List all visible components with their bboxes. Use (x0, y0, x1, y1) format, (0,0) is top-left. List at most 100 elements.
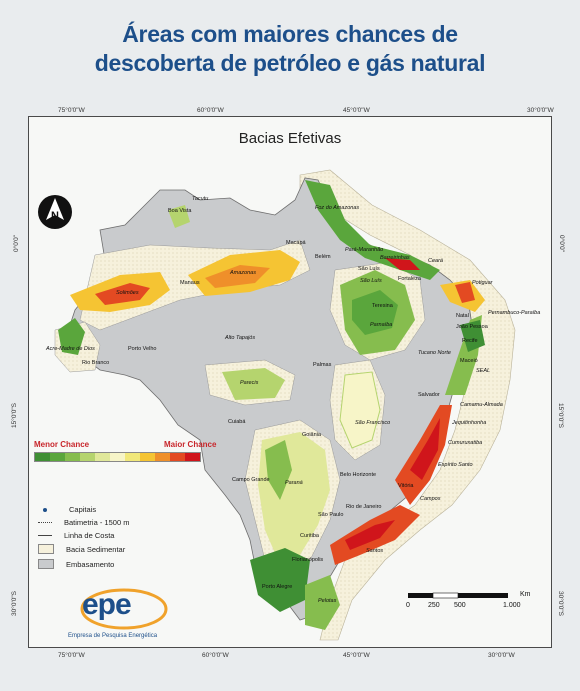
city-porto-velho: Porto Velho (128, 346, 157, 352)
city-porto-alegre: Porto Alegre (262, 584, 293, 590)
dotted-line-icon (38, 522, 52, 523)
acre-chance-area (58, 318, 85, 355)
legend-item-sedimentary: Bacia Sedimentar (38, 544, 125, 554)
basin-camamu: Camamu-Almada (460, 402, 503, 408)
basin-amazonas: Amazonas (230, 270, 256, 276)
campos-core (410, 418, 440, 480)
gray-swatch-icon (38, 559, 54, 569)
basin-ceara: Ceará (428, 258, 443, 264)
lon-tick-top-1: 75°0'0"W (58, 107, 85, 114)
legend-color-step (140, 453, 155, 461)
legend-item-label: Bacia Sedimentar (66, 544, 126, 554)
city-rio-branco: Rio Branco (82, 360, 110, 366)
basin-barreirinhas: Barreirinhas (380, 255, 410, 261)
basin-santos: Santos (366, 548, 384, 554)
santos-core (345, 520, 395, 550)
scale-label-1000: 1.000 (503, 602, 521, 609)
title-line-1: Áreas com maiores chances de (122, 21, 458, 47)
scale-label-0: 0 (406, 602, 410, 609)
city-goiania: Goiânia (302, 432, 321, 438)
basin-espirito-santo: Espírito Santo (438, 462, 473, 468)
city-rio-de-janeiro: Rio de Janeiro (346, 504, 382, 510)
city-recife: Recife (462, 338, 478, 344)
map-title: Bacias Efetivas (238, 130, 342, 147)
capital-dot-icon (43, 507, 47, 512)
basin-pernambuco: Pernambuco-Paraíba (488, 310, 541, 316)
logo-word: epe (82, 588, 132, 622)
amazonas-core (205, 265, 270, 288)
city-vitoria: Vitória (398, 483, 414, 489)
page-title: Áreas com maiores chances de descoberta … (0, 20, 580, 78)
logo-wordmark: epe (82, 588, 132, 621)
city-belem: Belém (315, 254, 331, 260)
legend-color-bar (34, 452, 201, 462)
legend-item-bathymetry: Batimetria - 1500 m (38, 518, 129, 527)
legend-item-basement: Embasamento (38, 559, 114, 569)
legend-color-step (50, 453, 65, 461)
city-campo-grande: Campo Grande (232, 477, 270, 483)
basin-cumuruxatiba: Cumuruxatiba (448, 440, 483, 446)
basin-sao-francisco: São Francisco (355, 420, 391, 426)
potiguar-core (455, 282, 475, 303)
scale-label-500: 500 (454, 602, 466, 609)
legend-color-step (95, 453, 110, 461)
lon-tick-bottom-4: 30°0'0"W (488, 652, 515, 659)
city-macapa: Macapá (286, 240, 306, 246)
epe-logo-icon (80, 588, 168, 630)
hatched-swatch-icon (38, 544, 54, 554)
lon-tick-top-4: 30°0'0"W (527, 107, 554, 114)
line-icon (38, 535, 52, 536)
lon-tick-top-3: 45°0'0"W (343, 107, 370, 114)
basin-jequitinhonha: Jequitinhonha (452, 420, 487, 426)
city-teresina: Teresina (372, 303, 393, 309)
scale-label-250: 250 (428, 602, 440, 609)
legend-color-step (185, 453, 200, 461)
title-line-2: descoberta de petróleo e gás natural (94, 50, 486, 76)
legend-color-step (170, 453, 185, 461)
basin-seal: SEAL (476, 368, 491, 374)
legend-color-step (35, 453, 50, 461)
legend-item-coastline: Linha de Costa (38, 531, 114, 540)
legend-item-capitals: Capitais (38, 505, 96, 514)
lon-tick-bottom-3: 45°0'0"W (343, 652, 370, 659)
basin-pelotas: Pelotas (318, 598, 337, 604)
basin-solimoes: Solimões (116, 290, 139, 296)
lon-tick-bottom-1: 75°0'0"W (58, 652, 85, 659)
city-palmas: Palmas (313, 362, 332, 368)
legend-color-step (125, 453, 140, 461)
equatorial-margin-chance-area (305, 180, 440, 280)
solimoes-core (95, 283, 150, 305)
legend-color-step (65, 453, 80, 461)
sao-francisco-chance-area (339, 371, 381, 449)
city-curitiba: Curitiba (300, 533, 319, 539)
city-joao-pessoa: João Pessoa (456, 324, 488, 330)
city-cuiaba: Cuiabá (228, 419, 246, 425)
lon-tick-bottom-2: 60°0'0"W (202, 652, 229, 659)
city-maceio: Maceió (460, 358, 478, 364)
scale-bar (408, 592, 508, 599)
parecis-chance-area (222, 368, 285, 400)
parana-green-area (265, 440, 292, 500)
parnaiba-core (352, 290, 398, 335)
legend-item-label: Batimetria - 1500 m (64, 518, 130, 527)
equatorial-core (385, 258, 420, 270)
legend-item-label: Capitais (69, 505, 97, 514)
city-natal: Natal (456, 313, 469, 319)
city-fortaleza: Fortaleza (398, 276, 421, 282)
lon-tick-top-2: 60°0'0"W (197, 107, 224, 114)
pelotas-chance-area (305, 575, 340, 630)
city-boa-vista: Boa Vista (168, 208, 192, 214)
basin-acre: Acre-Madre de Dios (46, 346, 95, 352)
basin-alto-tapajos: Alto Tapajós (225, 335, 256, 341)
city-salvador: Salvador (418, 392, 440, 398)
basin-parecis: Parecis (240, 380, 259, 386)
city-sao-luis: São Luís (358, 266, 380, 272)
legend-color-step (155, 453, 170, 461)
north-arrow-icon: N (38, 195, 72, 229)
city-florianopolis: Florianópolis (292, 557, 324, 563)
basin-parnaiba: Parnaíba (370, 322, 393, 328)
south-green-area (250, 548, 310, 612)
city-manaus: Manaus (180, 280, 200, 286)
basin-para-maranhao: Pará-Maranhão (345, 247, 384, 253)
